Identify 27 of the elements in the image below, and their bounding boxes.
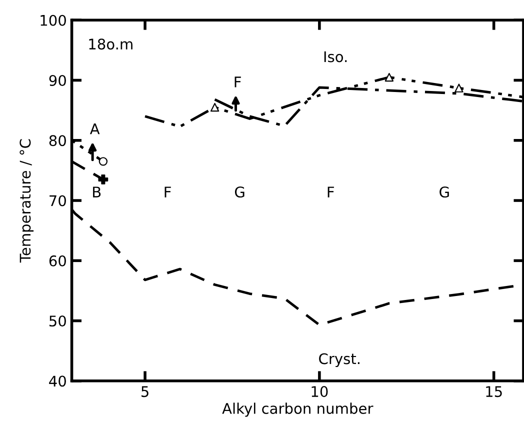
point [98,174,108,184]
point [210,102,220,112]
annotation: F [234,76,241,88]
y-axis-title: Temperature / °C [20,139,34,263]
y-tick-label: 100 [40,14,66,26]
point [454,84,464,92]
annotation: B [93,186,101,198]
annotation: F [164,186,171,198]
annotation: Cryst. [319,353,360,368]
annotation: G [440,186,449,198]
x-tick-label: 15 [486,386,502,398]
point [384,72,394,82]
annotation: A [90,124,100,134]
y-tick-label: 40 [49,376,66,387]
y-tick-label: 70 [50,195,66,206]
annotation: F [328,186,334,198]
y-tick-label: 50 [49,316,66,327]
x-axis-title: Alkyl carbon number [222,402,374,417]
x-tick-label: 5 [142,386,148,398]
y-tick-label: 90 [49,74,66,86]
point [98,157,108,166]
x-tick-label: 10 [312,386,328,398]
y-tick-label: 60 [49,255,66,266]
annotation: Iso. [324,51,347,62]
y-tick-label: 80 [49,135,66,146]
annotation: G [234,186,244,198]
annotation: 18o.m [89,38,132,50]
